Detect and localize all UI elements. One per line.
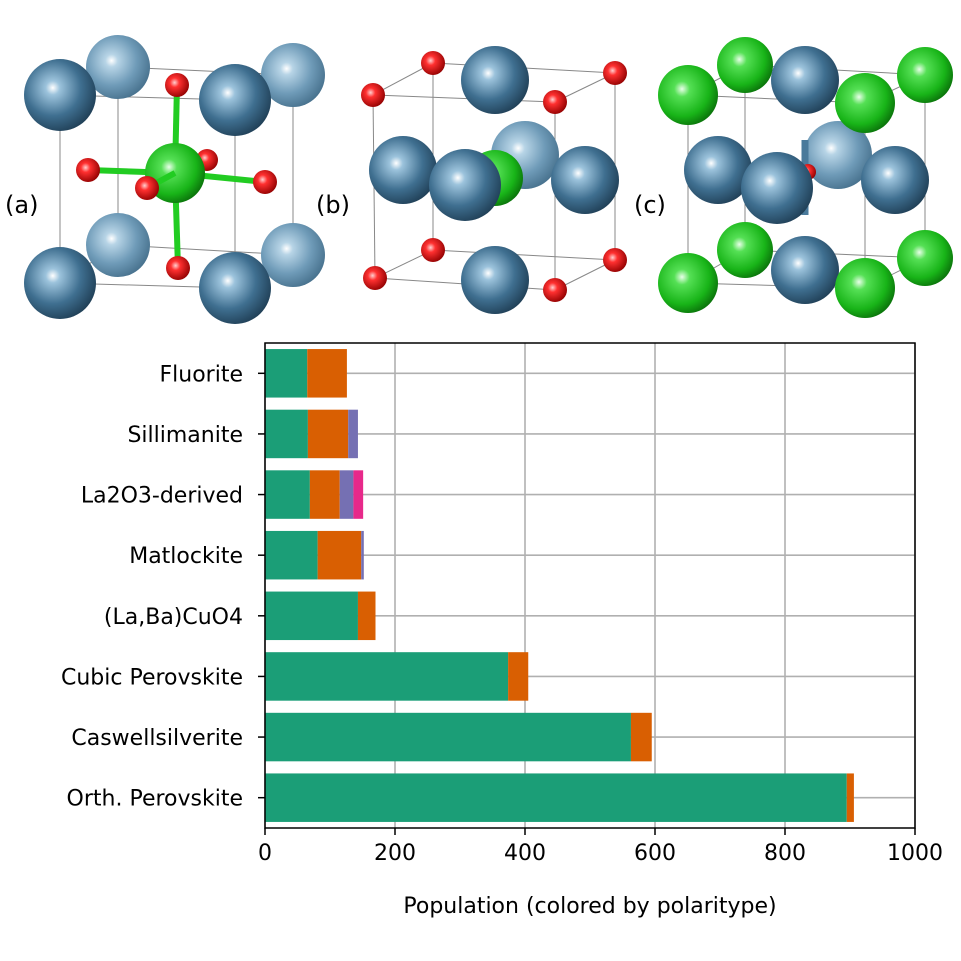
- atom: [76, 158, 100, 182]
- atom: [261, 43, 325, 107]
- x-tick-label: 800: [764, 841, 806, 866]
- y-tick-label: Orth. Perovskite: [67, 787, 243, 812]
- atom: [717, 37, 773, 93]
- atom: [658, 253, 718, 313]
- atom: [717, 222, 773, 278]
- y-tick-label: (La,Ba)CuO4: [104, 605, 243, 630]
- bar-segment: [265, 530, 318, 580]
- atom: [261, 223, 325, 287]
- atom: [551, 146, 619, 214]
- plot-frame: [264, 342, 916, 829]
- y-tick-label: Matlockite: [129, 544, 243, 569]
- bond-line: [372, 94, 556, 103]
- atom: [429, 149, 501, 221]
- bar-segment: [265, 349, 308, 398]
- atom: [804, 121, 872, 189]
- atom: [86, 35, 150, 99]
- atom: [861, 146, 929, 214]
- atom: [363, 266, 387, 290]
- bar-segment: [309, 470, 340, 519]
- atom: [135, 176, 159, 200]
- bar-segment: [348, 409, 358, 459]
- x-tick-label: 0: [258, 841, 272, 866]
- atom: [741, 152, 813, 224]
- x-tick-label: 1000: [887, 841, 943, 866]
- atom: [461, 246, 529, 314]
- atom: [603, 61, 627, 85]
- atom: [771, 236, 839, 304]
- panel-label-a: (a): [5, 191, 38, 219]
- x-axis-label: Population (colored by polaritype): [403, 894, 776, 919]
- bar-segment: [265, 773, 847, 822]
- atom: [24, 247, 96, 319]
- bar-segment: [307, 409, 349, 459]
- atom: [165, 73, 189, 97]
- y-tick-label: Sillimanite: [127, 423, 243, 448]
- atom: [166, 256, 190, 280]
- bar-segment: [307, 349, 347, 398]
- x-tick-label: 600: [634, 841, 676, 866]
- atom: [771, 46, 839, 114]
- y-tick-label: La2O3-derived: [81, 484, 243, 509]
- y-tick-label: Caswellsilverite: [71, 726, 243, 751]
- bar-segment: [265, 409, 308, 459]
- crystal-structures: (a) (b) (c): [5, 35, 953, 324]
- panel-label-b: (b): [316, 191, 350, 219]
- atom: [24, 59, 96, 131]
- atom: [253, 170, 277, 194]
- y-tick-label: Fluorite: [160, 362, 244, 387]
- bar-segment: [508, 652, 529, 701]
- atom: [897, 230, 953, 286]
- atom: [835, 73, 895, 133]
- bar-segment: [630, 712, 652, 762]
- y-tick-label: Cubic Perovskite: [61, 665, 243, 690]
- atom: [835, 258, 895, 318]
- bond-line: [432, 249, 616, 261]
- atom: [86, 213, 150, 277]
- atom: [199, 64, 271, 136]
- atom: [684, 136, 752, 204]
- atom: [361, 83, 385, 107]
- atom: [897, 47, 953, 103]
- atom: [543, 90, 567, 114]
- bar-segment: [339, 470, 354, 519]
- bar-segment: [265, 712, 631, 762]
- atom: [421, 238, 445, 262]
- atom: [369, 136, 437, 204]
- bar-segment: [265, 470, 310, 519]
- atom: [421, 51, 445, 75]
- atom: [199, 252, 271, 324]
- bar-segment: [265, 652, 509, 701]
- atom: [543, 278, 567, 302]
- x-tick-label: 400: [504, 841, 546, 866]
- atom: [658, 65, 718, 125]
- bar-segment: [353, 470, 364, 519]
- bar-segment: [317, 530, 362, 580]
- bar-segment: [361, 530, 364, 580]
- bar-segment: [846, 773, 854, 822]
- atom: [603, 248, 627, 272]
- panel-label-c: (c): [634, 191, 666, 219]
- atom: [461, 46, 529, 114]
- x-tick-label: 200: [374, 841, 416, 866]
- bar-segment: [265, 591, 358, 641]
- bar-segment: [357, 591, 376, 641]
